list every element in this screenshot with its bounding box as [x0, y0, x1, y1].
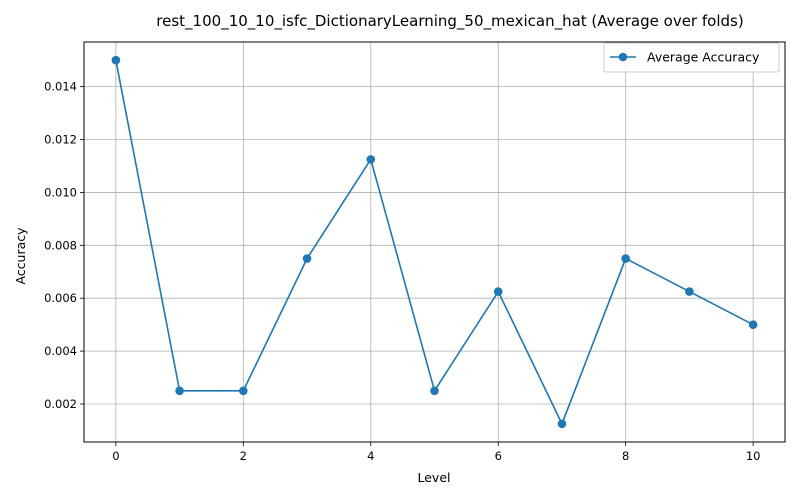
- y-tick-label: 0.002: [44, 397, 77, 411]
- data-point: [366, 155, 376, 164]
- x-axis-label: Level: [418, 470, 451, 485]
- y-tick-label: 0.004: [44, 344, 77, 358]
- y-tick-label: 0.010: [44, 185, 77, 199]
- x-tick-label: 6: [495, 449, 502, 463]
- series-line-average-accuracy: [115, 60, 754, 426]
- grid-lines: [84, 42, 785, 442]
- data-point: [621, 254, 630, 263]
- x-tick-label: 8: [622, 449, 629, 463]
- y-tick-label: 0.008: [44, 238, 77, 252]
- data-point: [302, 254, 312, 263]
- axis-ticks: 0 2 4 6 8 10 0.002 0.004 0.006 0.008 0.010 0.012 0.0…: [44, 80, 760, 463]
- y-tick-label: 0.014: [44, 80, 77, 94]
- series-layer: [111, 55, 758, 429]
- data-point: [239, 386, 248, 396]
- legend-label-average-accuracy: Average Accuracy: [647, 50, 760, 65]
- legend-box: [603, 42, 780, 73]
- x-tick-label: 10: [746, 449, 761, 463]
- data-point: [748, 320, 758, 329]
- y-tick-label: 0.006: [44, 291, 77, 305]
- plot-frame: [83, 41, 786, 443]
- legend: Average Accuracy: [603, 42, 780, 73]
- y-tick-label: 0.012: [44, 133, 77, 147]
- data-point: [685, 287, 694, 296]
- chart-title: rest_100_10_10_isfc_DictionaryLearning_5…: [156, 12, 743, 31]
- x-tick-label: 4: [367, 449, 374, 463]
- data-point: [175, 386, 184, 396]
- data-point: [493, 287, 503, 296]
- data-point: [557, 419, 567, 429]
- y-axis-label: Accuracy: [13, 227, 28, 285]
- data-point: [430, 386, 439, 396]
- x-tick-label: 0: [112, 449, 119, 463]
- legend-marker-average-accuracy: [618, 52, 628, 62]
- x-tick-label: 2: [240, 449, 247, 463]
- data-point: [111, 55, 121, 65]
